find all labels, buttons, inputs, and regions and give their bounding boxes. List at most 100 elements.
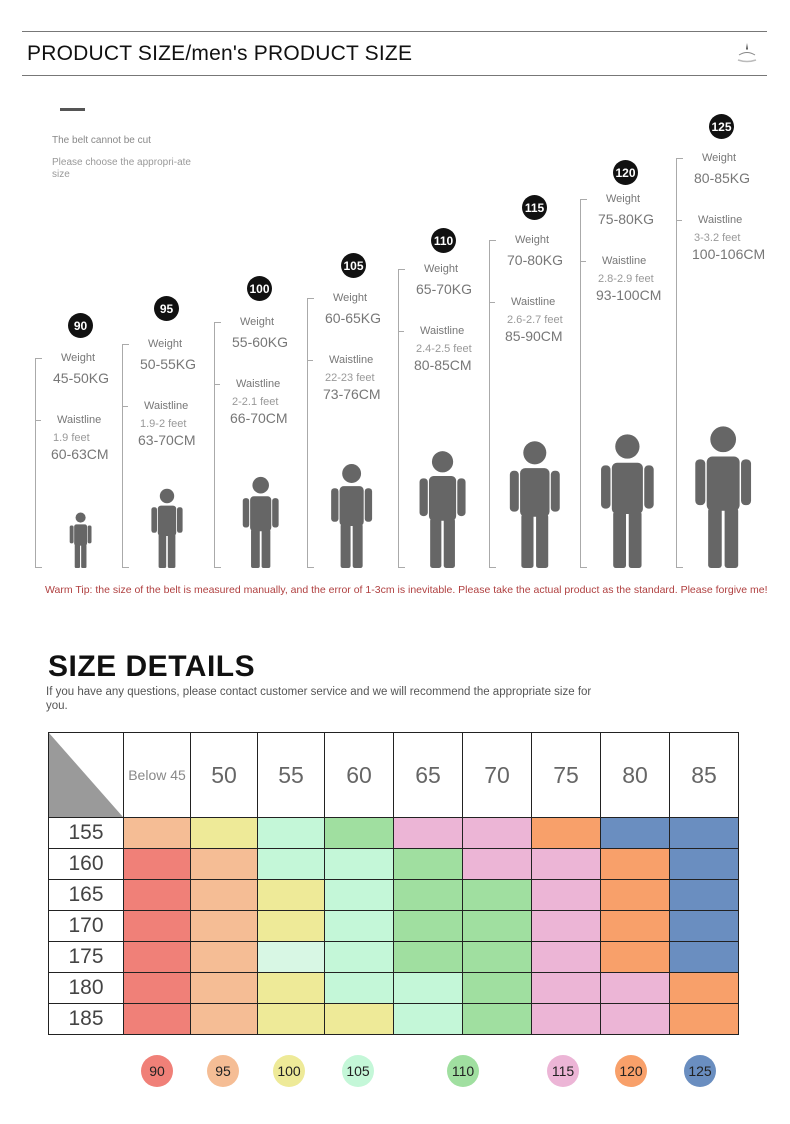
size-cell (123, 817, 191, 849)
waist-value: 63-70CM (138, 432, 196, 448)
waist-feet: 2.8-2.9 feet (598, 273, 654, 285)
height-cell: 170 (48, 910, 124, 942)
size-cell (324, 941, 394, 973)
weight-header: Below 45 (123, 732, 191, 818)
size-cell (600, 879, 670, 911)
bracket-line (676, 158, 683, 568)
waist-value: 80-85CM (414, 357, 472, 373)
size-badge: 125 (709, 114, 734, 139)
waist-tick (122, 406, 128, 407)
size-cell (531, 879, 601, 911)
legend-swatch: 100 (273, 1055, 305, 1087)
size-cell (669, 972, 739, 1004)
waist-value: 73-76CM (323, 386, 381, 402)
weight-value: 70-80KG (507, 252, 564, 268)
size-cell (190, 848, 258, 880)
header-divider (22, 75, 767, 76)
size-cell (600, 848, 670, 880)
person-icon (240, 476, 281, 573)
size-cell (190, 1003, 258, 1035)
weight-label: Weight (702, 152, 737, 164)
size-cell (393, 1003, 463, 1035)
waist-feet: 1.9 feet (53, 432, 90, 444)
size-cell (123, 1003, 191, 1035)
size-cell (324, 972, 394, 1004)
legend-swatch: 125 (684, 1055, 716, 1087)
weight-header: 65 (393, 732, 463, 818)
legend-swatch: 110 (447, 1055, 479, 1087)
person-icon (416, 450, 469, 573)
person-icon (597, 433, 658, 573)
size-cell (190, 910, 258, 942)
size-cell (123, 879, 191, 911)
size-cell (600, 910, 670, 942)
waist-value: 93-100CM (596, 287, 662, 303)
waist-feet: 22-23 feet (325, 372, 375, 384)
waist-tick (398, 331, 404, 332)
waist-tick (214, 384, 220, 385)
size-cell (190, 879, 258, 911)
corner-box (49, 733, 123, 817)
size-cell (462, 910, 532, 942)
size-cell (257, 817, 325, 849)
weight-value: 65-70KG (416, 281, 473, 297)
size-cell (257, 848, 325, 880)
size-cell (462, 941, 532, 973)
waist-feet: 2.4-2.5 feet (416, 343, 472, 355)
size-cell (600, 972, 670, 1004)
table-row: 175 (48, 941, 739, 973)
waist-value: 66-70CM (230, 410, 288, 426)
size-cell (462, 817, 532, 849)
waist-feet: 1.9-2 feet (140, 418, 187, 430)
bracket-line (398, 269, 405, 568)
height-cell: 165 (48, 879, 124, 911)
size-cell (324, 1003, 394, 1035)
weight-header: 85 (669, 732, 739, 818)
table-row: 180 (48, 972, 739, 1004)
size-cell (462, 972, 532, 1004)
size-badge: 90 (68, 313, 93, 338)
weight-value: 75-80KG (598, 211, 655, 227)
person-icon (328, 463, 375, 573)
corner-wedge-icon (49, 733, 123, 817)
size-cell (669, 910, 739, 942)
size-cell (669, 817, 739, 849)
note-cannot-cut: The belt cannot be cut (52, 135, 151, 146)
size-cell (190, 817, 258, 849)
bracket-line (35, 358, 42, 568)
size-cell (393, 972, 463, 1004)
size-cell (123, 848, 191, 880)
size-cell (257, 1003, 325, 1035)
table-row: 155 (48, 817, 739, 849)
height-cell: 185 (48, 1003, 124, 1035)
weight-value: 50-55KG (140, 356, 197, 372)
weight-header: 55 (257, 732, 325, 818)
size-cell (123, 972, 191, 1004)
waist-tick (307, 360, 313, 361)
size-badge: 100 (247, 276, 272, 301)
waist-tick (580, 261, 586, 262)
weight-header: 75 (531, 732, 601, 818)
brand-logo-icon (735, 40, 759, 66)
weight-header: 60 (324, 732, 394, 818)
weight-label: Weight (333, 292, 368, 304)
person-icon (506, 440, 564, 573)
weight-value: 80-85KG (694, 170, 751, 186)
size-cell (324, 848, 394, 880)
waist-label: Waistline (144, 400, 189, 412)
bracket-line (489, 240, 496, 568)
table-row: 185 (48, 1003, 739, 1035)
waist-value: 60-63CM (51, 446, 109, 462)
size-badge: 115 (522, 195, 547, 220)
table-header-row: Below 45 50 55 60 65 70 75 80 85 (48, 732, 739, 818)
size-cell (462, 848, 532, 880)
size-cell (190, 972, 258, 1004)
table-row: 170 (48, 910, 739, 942)
height-cell: 175 (48, 941, 124, 973)
weight-value: 55-60KG (232, 334, 289, 350)
top-divider (22, 31, 767, 32)
waist-feet: 2-2.1 feet (232, 396, 279, 408)
corner-cell (48, 732, 124, 818)
warm-tip: Warm Tip: the size of the belt is measur… (45, 584, 768, 596)
waist-label: Waistline (329, 354, 374, 366)
